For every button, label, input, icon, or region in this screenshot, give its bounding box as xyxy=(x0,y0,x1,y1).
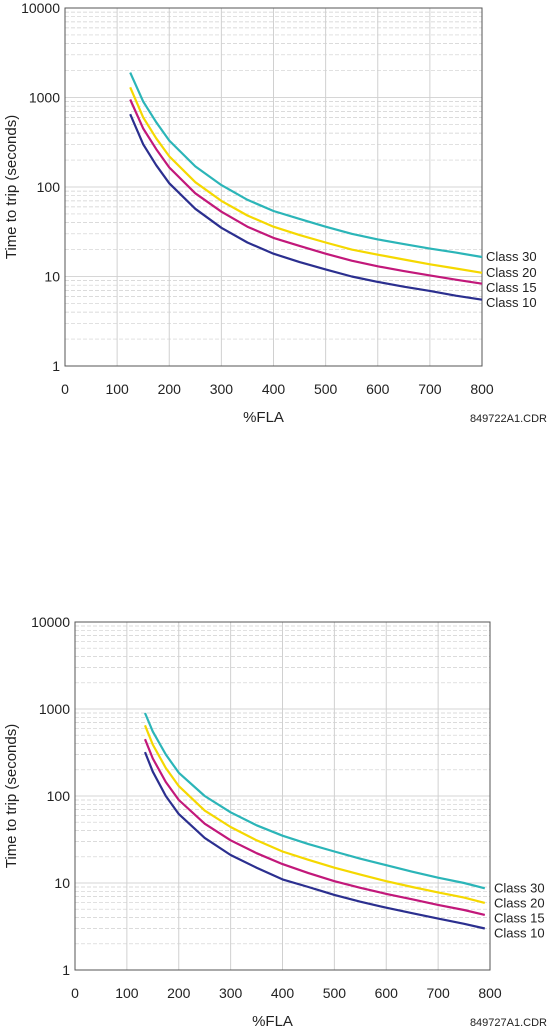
legend-entry: Class 10 xyxy=(486,295,537,310)
trip-curve-chart-1: 1 10 100 1000 10000 0 100 200 300 400 500 600 700 800… xyxy=(3,0,547,426)
x-tick-label: 300 xyxy=(210,381,234,397)
x-tick-label: 200 xyxy=(158,381,182,397)
legend-entry: Class 30 xyxy=(486,249,537,264)
x-tick-label: 0 xyxy=(61,381,69,397)
y-tick-label: 10 xyxy=(54,875,70,891)
y-axis-label: Time to trip (seconds) xyxy=(3,115,20,260)
series-line xyxy=(129,113,483,301)
plot-frame xyxy=(64,7,483,367)
plot-frame xyxy=(74,621,491,971)
legend-entry: Class 20 xyxy=(494,895,545,910)
x-tick-label: 600 xyxy=(375,985,399,1001)
legend-entry: Class 30 xyxy=(494,880,545,895)
y-tick-label: 1000 xyxy=(39,701,70,717)
x-tick-label: 700 xyxy=(418,381,442,397)
x-tick-label: 800 xyxy=(478,985,502,1001)
grid xyxy=(74,621,491,971)
x-tick-label: 100 xyxy=(105,381,129,397)
y-tick-label: 100 xyxy=(37,179,61,195)
x-tick-label: 800 xyxy=(470,381,494,397)
legend-entry: Class 10 xyxy=(494,925,545,940)
y-tick-label: 1 xyxy=(62,962,70,978)
legend-entry: Class 15 xyxy=(486,280,537,295)
series-line xyxy=(143,712,486,890)
legend-entry: Class 15 xyxy=(494,910,545,925)
grid xyxy=(64,7,483,367)
series-line xyxy=(129,86,483,274)
x-tick-label: 400 xyxy=(262,381,286,397)
legend-entry: Class 20 xyxy=(486,265,537,280)
series-lines xyxy=(129,72,483,301)
series-line xyxy=(143,724,486,904)
trip-curve-chart-2: 1 10 100 1000 10000 0 100 200 300 400 500 600 700 800… xyxy=(3,614,547,1030)
x-tick-label: 200 xyxy=(167,985,191,1001)
y-tick-label: 10 xyxy=(44,269,60,285)
tick-labels: 1 10 100 1000 10000 0 100 200 300 400 500 600 700 800 xyxy=(21,0,494,397)
x-tick-label: 100 xyxy=(115,985,139,1001)
series-line xyxy=(143,751,486,930)
y-tick-label: 1 xyxy=(52,358,60,374)
x-tick-label: 400 xyxy=(271,985,295,1001)
series-line xyxy=(143,738,486,916)
x-tick-label: 0 xyxy=(71,985,79,1001)
x-axis-label: %FLA xyxy=(252,1013,293,1030)
y-tick-label: 100 xyxy=(47,788,71,804)
series-line xyxy=(129,99,483,285)
x-tick-label: 500 xyxy=(314,381,338,397)
y-tick-label: 10000 xyxy=(31,614,70,630)
x-axis-label: %FLA xyxy=(243,409,284,426)
series-line xyxy=(129,72,483,259)
tick-labels: 1 10 100 1000 10000 0 100 200 300 400 500 600 700 800 xyxy=(31,614,502,1001)
series-lines xyxy=(143,712,486,930)
x-tick-label: 300 xyxy=(219,985,243,1001)
y-tick-label: 1000 xyxy=(29,90,60,106)
y-axis-label: Time to trip (seconds) xyxy=(3,724,20,869)
y-tick-label: 10000 xyxy=(21,0,60,16)
drawing-reference: 849727A1.CDR xyxy=(470,1017,547,1029)
x-tick-label: 600 xyxy=(366,381,390,397)
x-tick-label: 700 xyxy=(426,985,450,1001)
drawing-reference: 849722A1.CDR xyxy=(470,413,547,425)
x-tick-label: 500 xyxy=(323,985,347,1001)
